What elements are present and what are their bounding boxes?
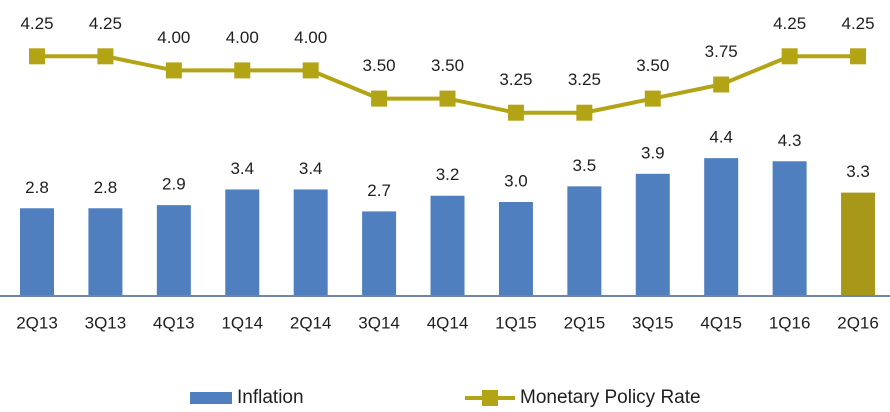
rate-value-label: 3.50 — [636, 56, 669, 75]
bar — [772, 161, 807, 296]
rate-value-label: 4.25 — [773, 14, 806, 33]
rate-marker — [97, 48, 114, 65]
rate-marker — [439, 90, 456, 107]
rate-value-label: 4.00 — [294, 28, 327, 47]
rate-marker — [507, 104, 524, 121]
bar-value-label: 3.9 — [641, 143, 665, 162]
bar-value-label: 2.9 — [162, 175, 186, 194]
x-tick-label: 3Q13 — [85, 313, 127, 332]
bar — [362, 211, 397, 296]
bar — [498, 202, 533, 296]
bar-value-label: 3.3 — [846, 162, 870, 181]
bar — [704, 158, 739, 296]
legend-label: Monetary Policy Rate — [520, 387, 701, 408]
bar-value-label: 2.7 — [367, 181, 391, 200]
bar — [293, 189, 328, 296]
bar-value-label: 2.8 — [25, 178, 49, 197]
legend-label: Inflation — [237, 387, 304, 408]
rate-value-label: 3.50 — [431, 56, 464, 75]
x-tick-label: 4Q15 — [700, 313, 742, 332]
x-tick-label: 3Q14 — [358, 313, 400, 332]
bar-value-label: 3.5 — [573, 156, 597, 175]
x-tick-label: 3Q15 — [632, 313, 674, 332]
bar — [635, 173, 670, 296]
x-tick-label: 4Q14 — [427, 313, 469, 332]
rate-value-label: 3.25 — [568, 70, 601, 89]
x-tick-label: 2Q15 — [564, 313, 606, 332]
rate-marker — [781, 48, 798, 65]
legend-swatch-marker — [482, 390, 498, 406]
bar — [20, 208, 54, 296]
bar-value-label: 3.4 — [299, 159, 323, 178]
legend-swatch — [190, 392, 232, 404]
rate-marker — [29, 48, 45, 65]
x-tick-label: 2Q13 — [16, 313, 58, 332]
bar — [88, 208, 123, 296]
rate-value-label: 3.25 — [499, 70, 532, 89]
bar-value-label: 4.4 — [709, 128, 733, 147]
rate-value-label: 4.00 — [157, 28, 190, 47]
rate-marker — [165, 62, 182, 79]
rate-marker — [850, 48, 867, 65]
bar-value-label: 3.4 — [230, 159, 254, 178]
rate-value-label: 4.25 — [20, 14, 53, 33]
bar-value-label: 3.2 — [436, 165, 460, 184]
bar-value-label: 2.8 — [94, 178, 118, 197]
bar-value-label: 4.3 — [778, 131, 802, 150]
rate-value-label: 4.25 — [841, 14, 874, 33]
x-tick-label: 1Q16 — [769, 313, 811, 332]
bar — [225, 189, 260, 296]
x-tick-label: 2Q16 — [837, 313, 879, 332]
rate-marker — [371, 90, 388, 107]
bar — [841, 192, 876, 296]
rate-value-label: 4.00 — [226, 28, 259, 47]
bar-value-label: 3.0 — [504, 171, 528, 190]
rate-marker — [234, 62, 251, 79]
rate-marker — [302, 62, 319, 79]
x-tick-label: 4Q13 — [153, 313, 195, 332]
rate-marker — [576, 104, 593, 121]
bar — [567, 186, 602, 296]
bar — [430, 195, 465, 296]
bar — [156, 205, 191, 296]
rate-marker — [644, 90, 661, 107]
x-tick-label: 2Q14 — [290, 313, 332, 332]
rate-value-label: 3.50 — [363, 56, 396, 75]
rate-marker — [713, 76, 730, 93]
x-tick-label: 1Q14 — [221, 313, 263, 332]
rate-value-label: 4.25 — [89, 14, 122, 33]
x-tick-label: 1Q15 — [495, 313, 537, 332]
rate-value-label: 3.75 — [705, 42, 738, 61]
